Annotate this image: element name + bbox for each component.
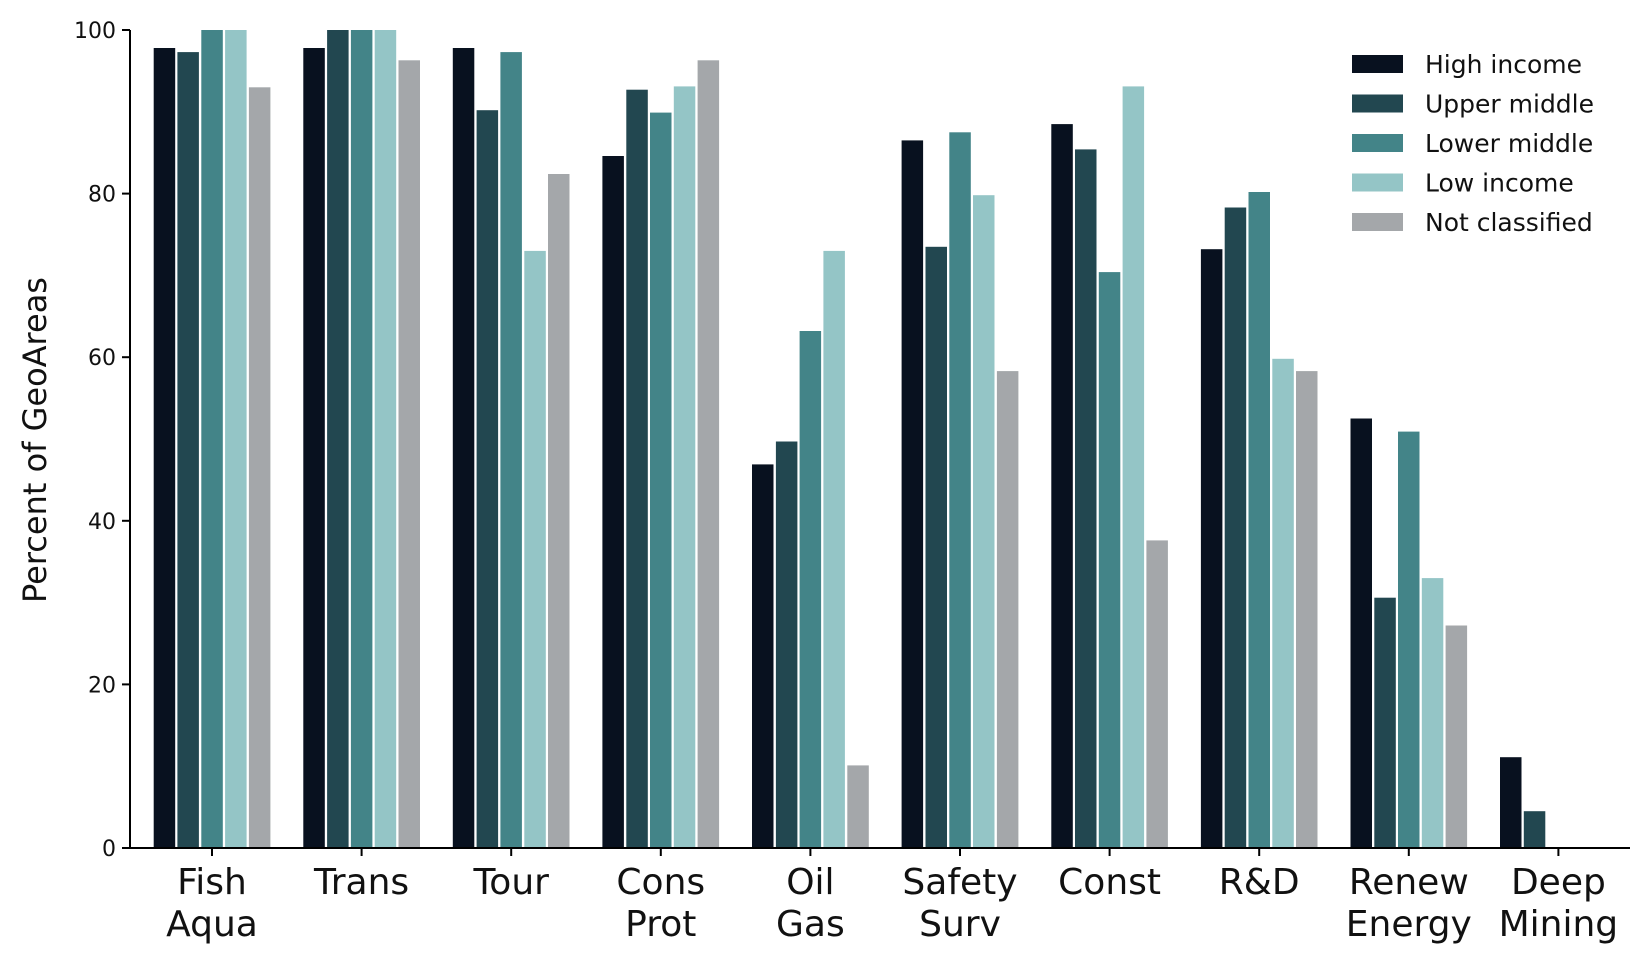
bar [1051,124,1073,849]
y-tick-label: 20 [88,673,116,698]
bar [602,156,624,848]
x-axis: Fish Aqua Trans Tour Cons Prot Oil Gas Safety Sur… [130,847,1630,945]
bar [201,30,223,848]
bar [650,112,672,849]
bar [476,110,499,848]
x-tick-label: Safety Surv [902,862,1017,945]
y-tick-label: 60 [88,346,116,371]
bar [1350,418,1372,848]
bar [303,48,325,848]
bar [1421,578,1444,848]
legend-label: Low income [1425,169,1574,198]
bar [775,441,798,848]
bar [752,464,774,848]
bar [248,87,271,849]
bar [1075,149,1097,848]
bar [673,86,696,848]
bar [1500,757,1522,848]
legend-swatch [1352,173,1403,192]
x-tick-label: Renew Energy [1346,862,1472,945]
bar [500,52,522,849]
bar [925,246,947,849]
bar [1248,192,1270,848]
y-tick-label: 40 [88,510,116,535]
bar [1398,431,1420,848]
bar [847,765,869,848]
legend-label: Upper middle [1425,90,1594,119]
bar [1523,811,1546,848]
legend-label: Lower middle [1425,129,1593,158]
x-tick-label: Cons Prot [616,862,705,945]
bar [823,250,845,848]
y-tick-label: 100 [74,19,116,44]
x-tick-label: Oil Gas [776,862,845,945]
bar [1374,597,1396,848]
x-tick-label: Trans [313,862,409,903]
bar [949,132,971,849]
bar [1098,272,1121,849]
y-axis: 0 20 40 60 80 100 [74,19,131,862]
legend: High income Upper middle Lower middle Low i… [1352,50,1594,237]
bar [153,48,176,848]
legend-swatch [1352,213,1403,231]
y-tick-label: 0 [102,837,116,862]
bar [1445,625,1468,848]
bar [374,30,397,848]
x-tick-label: R&D [1219,862,1300,903]
y-tick-label: 80 [88,183,116,208]
legend-label: Not classified [1425,208,1593,237]
bar [1200,249,1223,848]
bar [225,30,247,848]
bar [548,174,570,848]
x-tick-label: Deep Mining [1499,862,1619,945]
bar [1272,358,1294,848]
bar [901,140,924,848]
bar [177,52,199,849]
bar [398,60,420,849]
legend-swatch [1352,55,1403,73]
legend-swatch [1352,94,1403,113]
bar [452,48,475,848]
bar [1122,86,1145,848]
x-tick-label: Tour [472,862,549,903]
bar [327,30,349,848]
bar [799,331,822,848]
y-axis-title: Percent of GeoAreas [16,277,54,603]
bar [626,89,648,848]
legend-label: High income [1425,50,1582,79]
bar [1146,540,1168,848]
bar [996,371,1019,848]
x-tick-label: Const [1058,862,1161,903]
bars-layer [153,30,1546,849]
bar [524,250,546,848]
bar [1296,371,1318,848]
bar [350,30,373,848]
bar [697,60,720,849]
legend-swatch [1352,134,1403,152]
x-tick-label: Fish Aqua [166,862,258,945]
bar [1224,207,1247,848]
bar [973,195,995,848]
